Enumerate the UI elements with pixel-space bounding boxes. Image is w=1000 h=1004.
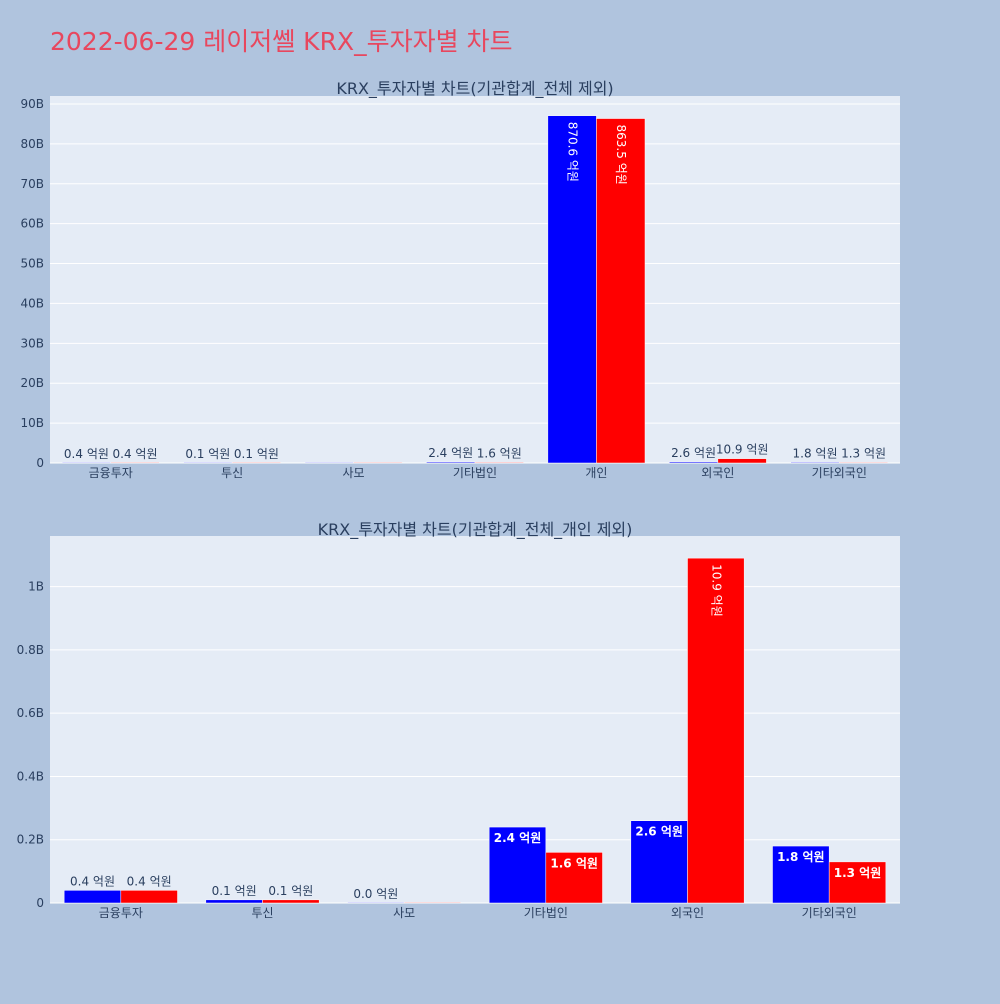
x-tick-label: 기타외국인 xyxy=(802,906,857,920)
bar xyxy=(426,461,476,464)
y-tick-label: 0.6B xyxy=(17,706,44,720)
bar xyxy=(63,890,122,904)
data-label: 0.1 억원 xyxy=(268,884,313,898)
bar xyxy=(839,462,889,464)
data-label: 0.1 억원 xyxy=(234,447,279,461)
bar xyxy=(205,899,263,904)
data-label: 1.6 억원 xyxy=(477,446,522,460)
x-tick-label: 외국인 xyxy=(701,466,734,480)
bar xyxy=(547,115,597,464)
bar xyxy=(304,462,354,464)
data-label: 0.4 억원 xyxy=(127,874,172,888)
data-label: 2.4 억원 xyxy=(428,446,473,460)
data-label: 1.8 억원 xyxy=(777,850,825,864)
y-tick-label: 0 xyxy=(36,456,44,470)
y-tick-label: 90B xyxy=(20,97,44,111)
bar xyxy=(347,902,405,904)
data-label: 0.4 억원 xyxy=(113,447,158,461)
data-label: 1.3 억원 xyxy=(841,446,886,460)
y-tick-label: 0.8B xyxy=(17,643,44,657)
bar xyxy=(110,462,160,464)
bar xyxy=(403,902,462,904)
bar xyxy=(353,462,403,464)
data-label: 870.6 억원 xyxy=(566,122,580,182)
y-tick-label: 0.4B xyxy=(17,769,44,783)
y-tick-label: 70B xyxy=(20,177,44,191)
data-label: 2.4 억원 xyxy=(494,831,542,845)
bar xyxy=(772,845,830,904)
plot-area xyxy=(50,536,900,903)
y-tick-label: 0.2B xyxy=(17,833,44,847)
bar xyxy=(545,852,603,904)
y-tick-label: 20B xyxy=(20,376,44,390)
data-label: 10.9 억원 xyxy=(716,443,769,457)
page-title: 2022-06-29 레이저쎌 KRX_투자자별 차트 xyxy=(50,27,513,56)
x-tick-label: 사모 xyxy=(343,466,365,480)
y-tick-label: 60B xyxy=(20,217,44,231)
bar xyxy=(120,890,178,904)
data-label: 10.9 억원 xyxy=(709,564,723,617)
bar xyxy=(474,462,524,464)
data-label: 2.6 억원 xyxy=(635,825,683,839)
bar xyxy=(630,820,688,904)
x-tick-label: 기타법인 xyxy=(524,906,568,920)
bar xyxy=(828,861,887,904)
x-tick-label: 외국인 xyxy=(671,906,704,920)
data-label: 0.1 억원 xyxy=(212,884,257,898)
x-tick-label: 투신 xyxy=(221,466,243,480)
bar xyxy=(669,461,719,464)
bar xyxy=(790,462,840,464)
x-tick-label: 기타외국인 xyxy=(812,466,867,480)
data-label: 0.4 억원 xyxy=(70,874,115,888)
x-tick-label: 투신 xyxy=(251,906,273,920)
data-label: 0.4 억원 xyxy=(64,447,109,461)
bar xyxy=(183,462,233,464)
x-tick-label: 사모 xyxy=(393,906,415,920)
x-tick-label: 금융투자 xyxy=(89,466,133,480)
data-label: 1.8 억원 xyxy=(793,446,838,460)
chart-title: KRX_투자자별 차트(기관합계_전체 제외) xyxy=(336,79,613,99)
bar xyxy=(488,826,547,904)
bar xyxy=(687,557,745,904)
data-label: 0.0 억원 xyxy=(353,887,398,901)
data-label: 0.1 억원 xyxy=(185,447,230,461)
x-tick-label: 기타법인 xyxy=(453,466,497,480)
data-label: 1.3 억원 xyxy=(834,866,882,880)
bar xyxy=(262,899,320,904)
plot-area xyxy=(50,96,900,463)
bar xyxy=(596,118,646,464)
y-tick-label: 1B xyxy=(28,580,44,594)
bar xyxy=(717,458,767,464)
y-tick-label: 80B xyxy=(20,137,44,151)
chart-title: KRX_투자자별 차트(기관합계_전체_개인 제외) xyxy=(318,520,633,540)
data-label: 863.5 억원 xyxy=(614,125,628,185)
bar xyxy=(61,462,111,464)
x-tick-label: 금융투자 xyxy=(99,906,143,920)
y-tick-label: 30B xyxy=(20,336,44,350)
y-tick-label: 10B xyxy=(20,416,44,430)
y-tick-label: 40B xyxy=(20,296,44,310)
y-tick-label: 50B xyxy=(20,257,44,271)
y-tick-label: 0 xyxy=(36,896,44,910)
bar xyxy=(231,462,281,464)
data-label: 1.6 억원 xyxy=(550,856,598,870)
data-label: 2.6 억원 xyxy=(671,446,716,460)
x-tick-label: 개인 xyxy=(585,466,607,480)
